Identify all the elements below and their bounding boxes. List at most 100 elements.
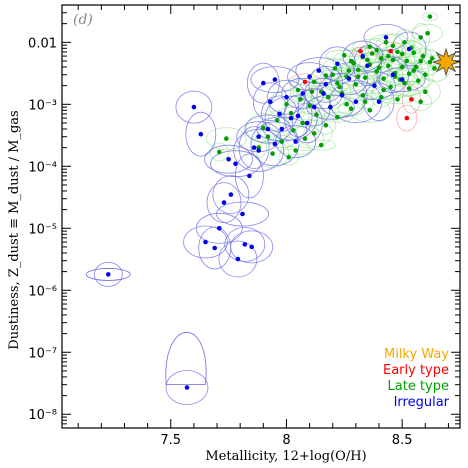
error-ellipse (224, 226, 266, 262)
data-point-irregular (365, 63, 370, 68)
data-point-late-type (279, 139, 285, 144)
data-point-late-type (335, 80, 340, 86)
data-point-late-type (369, 51, 375, 56)
data-point-irregular (328, 104, 333, 110)
error-ellipse (93, 261, 123, 287)
panel-label: (d) (73, 12, 93, 28)
data-point-irregular (307, 74, 312, 79)
data-point-irregular (346, 76, 352, 81)
y-tick-label: 0.01 (28, 36, 57, 51)
error-ellipse (329, 62, 369, 95)
data-point-irregular (212, 245, 217, 251)
error-ellipse (363, 80, 405, 100)
data-point-early-type (302, 79, 308, 85)
data-point-irregular (305, 120, 310, 126)
data-point-irregular (242, 242, 248, 247)
data-point-late-type (432, 66, 437, 71)
data-point-irregular (272, 77, 278, 82)
data-point-late-type (293, 148, 299, 153)
data-point-irregular (256, 148, 262, 153)
data-point-irregular (288, 115, 294, 121)
error-ellipse (267, 79, 306, 115)
data-point-late-type (381, 87, 386, 93)
data-point-late-type (325, 94, 331, 100)
data-point-early-type (388, 48, 393, 54)
data-point-late-type (427, 14, 433, 19)
data-point-late-type (367, 44, 373, 49)
data-point-irregular (256, 134, 262, 139)
legend-entry: Irregular (394, 395, 450, 410)
data-point-late-type (348, 106, 354, 111)
data-point-irregular (217, 226, 222, 231)
data-point-irregular (279, 126, 285, 132)
data-point-late-type (418, 35, 424, 40)
data-point-irregular (293, 139, 299, 144)
y-tick-label: 10⁻⁶ (28, 284, 57, 299)
legend-entry: Late type (388, 379, 449, 394)
data-point-late-type (386, 63, 391, 68)
data-point-late-type (362, 75, 368, 80)
error-ellipse (412, 23, 444, 43)
error-ellipse (391, 31, 427, 67)
data-point-late-type (295, 87, 301, 93)
data-point-late-type (217, 149, 222, 155)
data-point-irregular (203, 239, 208, 245)
error-ellipse (409, 92, 433, 112)
data-point-late-type (337, 84, 343, 90)
error-ellipse (321, 111, 353, 123)
data-point-irregular (184, 385, 190, 390)
data-point-late-type (344, 102, 349, 107)
data-point-irregular (240, 211, 245, 217)
error-ellipse (250, 121, 300, 167)
data-point-irregular (251, 145, 257, 150)
data-point-late-type (314, 112, 319, 117)
data-point-late-type (413, 64, 419, 70)
error-ellipse (234, 153, 264, 199)
data-point-irregular (321, 91, 326, 96)
data-point-late-type (423, 72, 428, 77)
error-ellipse (401, 85, 421, 114)
error-ellipse (337, 66, 379, 87)
data-point-irregular (106, 272, 111, 277)
data-point-late-type (330, 72, 336, 77)
error-ellipse (205, 127, 247, 151)
data-point-late-type (360, 93, 366, 98)
error-ellipse (233, 129, 285, 172)
data-point-late-type (390, 57, 396, 63)
data-point-late-type (376, 65, 382, 70)
data-point-irregular (221, 200, 227, 205)
data-point-irregular (353, 99, 359, 104)
data-points (106, 14, 461, 390)
data-point-late-type (342, 52, 347, 58)
tick-labels: 7.5 8 8.5 10⁻⁸ 10⁻⁷ 10⁻⁶ 10⁻⁵ 10⁻⁴ 10⁻³ 0.01 (28, 36, 412, 448)
error-ellipse (165, 370, 209, 405)
data-point-irregular (247, 173, 252, 179)
data-point-late-type (429, 56, 435, 61)
error-ellipse (246, 62, 280, 104)
data-point-late-type (286, 154, 292, 160)
error-ellipse (185, 111, 217, 157)
data-point-late-type (402, 40, 407, 45)
x-axis-title: Metallicity, 12+log(O/H) (205, 449, 366, 464)
data-point-late-type (388, 84, 393, 90)
data-point-late-type (381, 76, 386, 81)
error-ellipse (306, 139, 336, 151)
data-point-late-type (348, 58, 354, 64)
data-point-irregular (406, 46, 412, 52)
data-point-irregular (316, 68, 322, 73)
error-ellipse (413, 47, 433, 65)
data-point-irregular (268, 99, 273, 104)
data-point-late-type (284, 102, 289, 107)
data-point-irregular (249, 244, 254, 250)
data-point-irregular (376, 99, 382, 104)
error-ellipse (275, 125, 317, 159)
data-point-late-type (311, 131, 317, 136)
error-ellipse (285, 126, 325, 152)
error-ellipse (363, 24, 409, 51)
data-point-irregular (295, 113, 301, 119)
error-ellipse (218, 240, 258, 278)
error-ellipse (421, 12, 439, 22)
data-point-early-type (358, 48, 363, 54)
